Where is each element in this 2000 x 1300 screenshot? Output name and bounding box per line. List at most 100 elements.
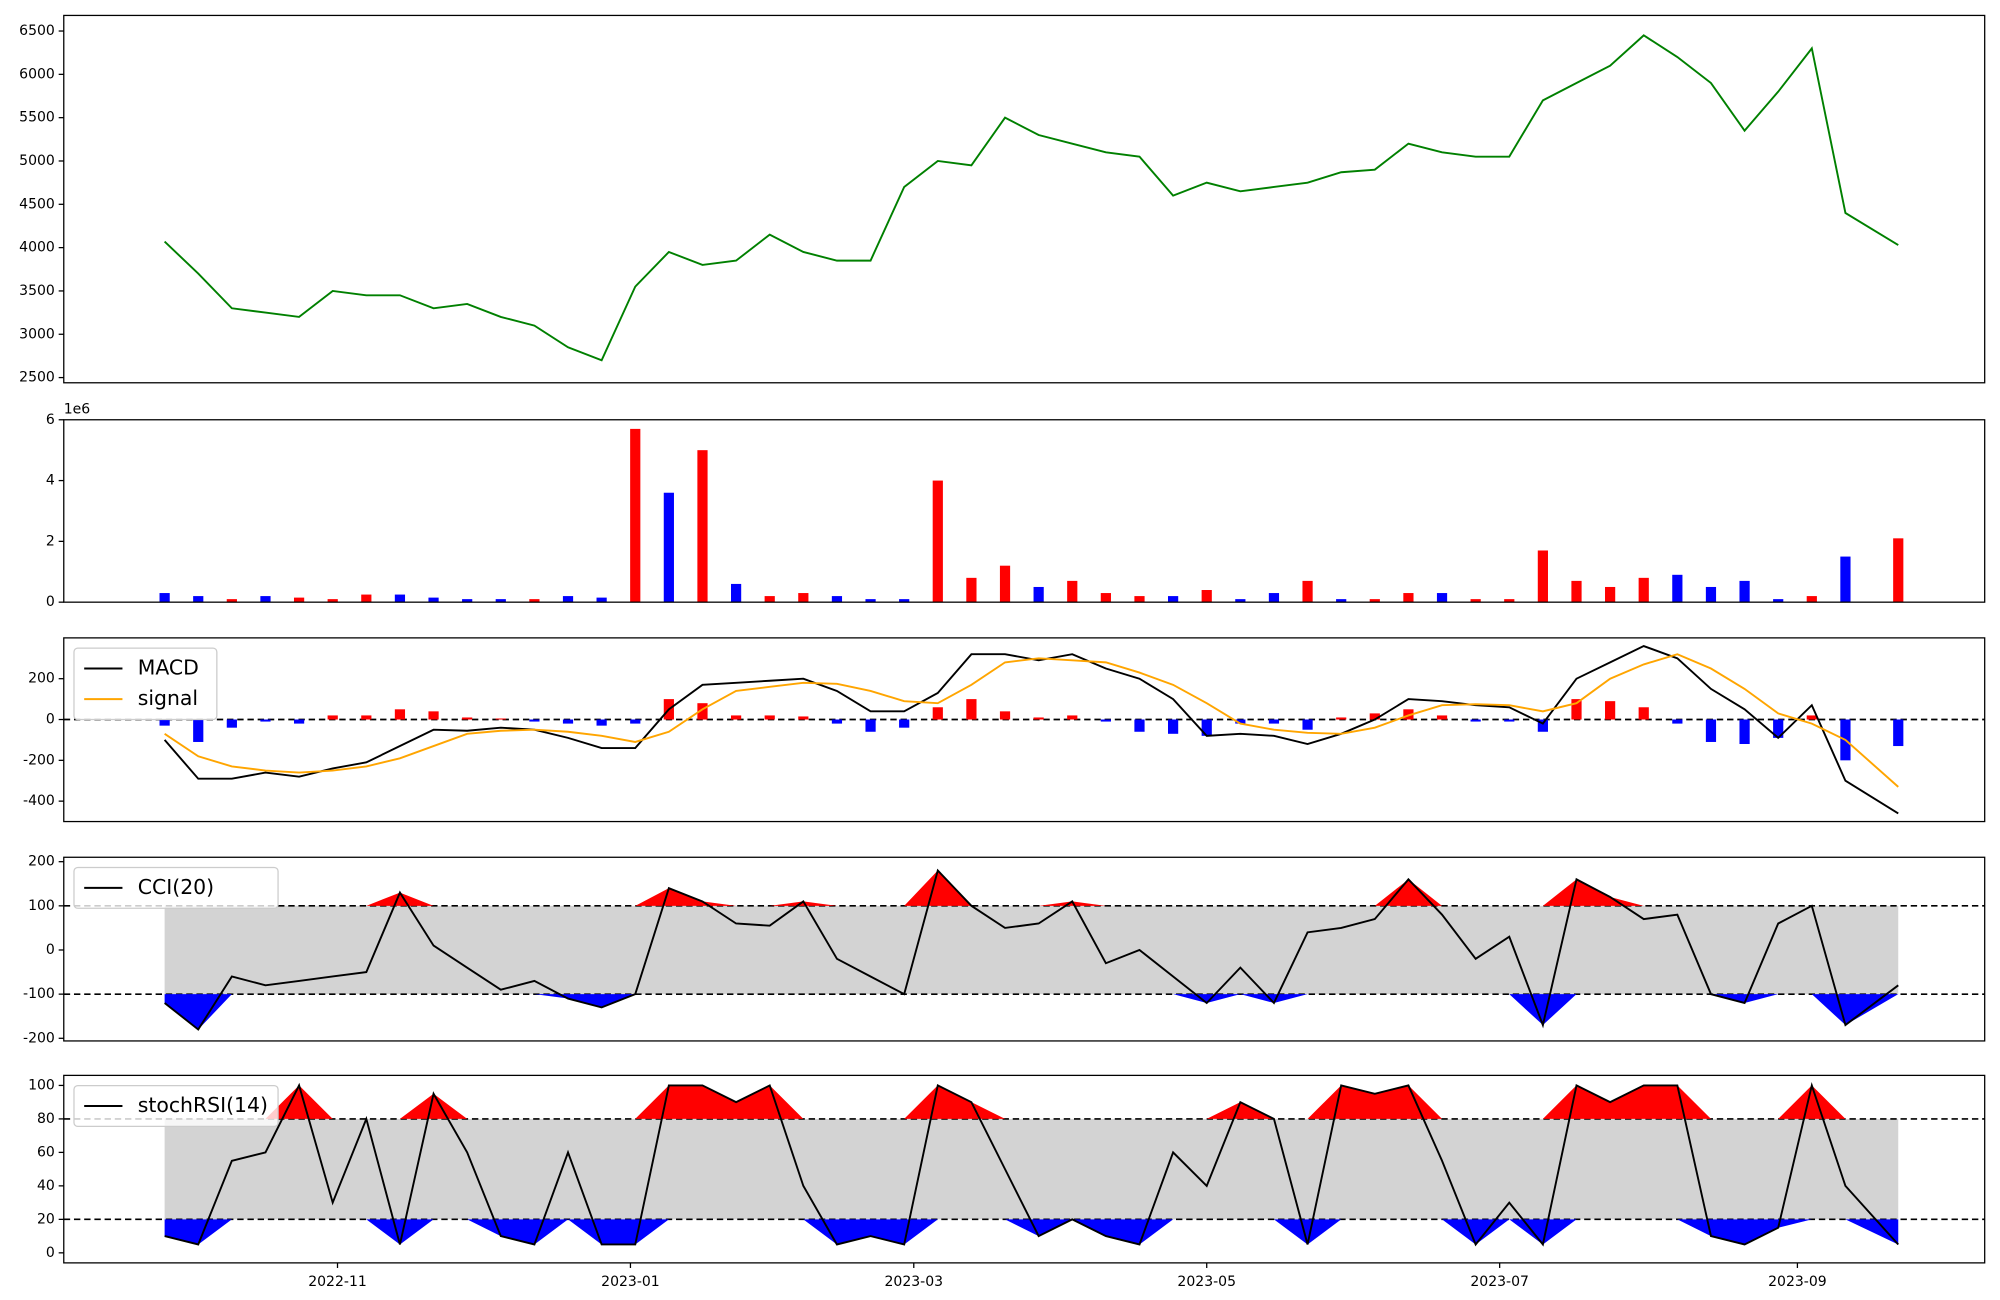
bar — [1033, 717, 1044, 720]
x-tick-label: 2023-07 — [1470, 1274, 1529, 1290]
axes-frame — [63, 637, 1986, 823]
bar — [1504, 719, 1515, 722]
x-tick-label: 2023-01 — [601, 1274, 660, 1290]
x-tick-label: 2023-05 — [1177, 1274, 1236, 1290]
bar — [1436, 715, 1448, 720]
axes-frame — [63, 14, 1986, 384]
bar — [730, 583, 742, 603]
bar — [630, 719, 641, 724]
bar — [966, 577, 977, 603]
bar — [730, 715, 742, 720]
bar — [999, 711, 1011, 720]
bar — [327, 599, 338, 603]
bar — [193, 719, 204, 742]
series-line — [164, 1081, 1899, 1247]
bar — [1893, 719, 1904, 747]
y-tick-label: 0 — [46, 942, 55, 958]
y-tick-label: 3000 — [19, 326, 55, 342]
bar — [1201, 590, 1212, 603]
bar — [1773, 599, 1784, 603]
bar — [495, 718, 506, 720]
bar — [1605, 586, 1616, 603]
legend-box — [73, 647, 218, 721]
bar — [899, 599, 910, 603]
axis-scale-label: 1e6 — [64, 402, 91, 418]
y-tick-label: -400 — [23, 793, 55, 809]
y-tick-label: 0 — [46, 1245, 55, 1261]
bar — [1168, 719, 1179, 734]
bar — [1537, 719, 1548, 732]
legend-label: stochRSI(14) — [138, 1093, 268, 1117]
bar — [1470, 599, 1481, 603]
bar — [596, 597, 607, 603]
bar — [1302, 580, 1313, 603]
bar — [764, 596, 775, 603]
bar — [428, 711, 439, 720]
y-tick-label: 200 — [28, 671, 55, 687]
bar — [1403, 709, 1414, 720]
bar — [193, 596, 204, 603]
bar — [529, 719, 540, 722]
bar — [361, 594, 372, 603]
neutral-band — [164, 905, 1899, 995]
series-line — [163, 645, 1899, 815]
y-tick-label: 60 — [37, 1144, 55, 1160]
bar — [260, 719, 271, 722]
y-tick-label: -100 — [23, 986, 55, 1002]
legend-label: MACD — [138, 655, 199, 679]
bar — [764, 715, 775, 720]
y-tick-label: 6000 — [19, 66, 55, 82]
bar — [327, 715, 338, 720]
y-tick-label: 100 — [28, 898, 55, 914]
bar — [999, 565, 1011, 603]
y-tick-label: 80 — [37, 1111, 55, 1127]
bar — [1739, 719, 1750, 745]
bar — [1067, 715, 1078, 720]
bar — [361, 715, 372, 720]
bar — [293, 597, 305, 603]
bar — [1571, 580, 1582, 603]
series-line — [164, 653, 1899, 788]
bar — [226, 599, 237, 603]
y-tick-label: 20 — [37, 1211, 55, 1227]
bar — [1504, 599, 1515, 603]
bar — [462, 599, 473, 603]
bar — [865, 599, 876, 603]
y-tick-label: 0 — [46, 594, 55, 610]
y-tick-label: 2500 — [19, 370, 55, 386]
y-tick-label: 4000 — [19, 240, 55, 256]
bar — [495, 599, 506, 603]
y-tick-label: 6 — [46, 412, 55, 428]
bar — [1571, 699, 1582, 720]
bar — [932, 707, 943, 720]
y-tick-label: 2 — [46, 533, 55, 549]
legend-label: CCI(20) — [138, 875, 214, 899]
overbought-fill — [164, 1085, 1899, 1119]
y-tick-label: -200 — [23, 1030, 55, 1046]
bar — [1268, 719, 1280, 724]
bar — [1773, 719, 1784, 738]
y-tick-label: 4500 — [19, 196, 55, 212]
y-tick-label: 5500 — [19, 110, 55, 126]
oversold-fill — [164, 994, 1899, 1030]
axes-frame — [63, 1074, 1986, 1264]
legend-label: signal — [138, 686, 198, 710]
bar — [798, 593, 809, 603]
bar — [394, 594, 406, 603]
bar — [1168, 596, 1179, 603]
overbought-fill — [164, 870, 1899, 906]
neutral-band — [164, 1118, 1899, 1220]
bar — [1235, 719, 1246, 724]
y-tick-label: -200 — [23, 752, 55, 768]
axes-frame — [63, 419, 1986, 603]
series-line — [164, 868, 1899, 1031]
y-tick-label: 5000 — [19, 153, 55, 169]
y-tick-label: 6500 — [19, 23, 55, 39]
bar — [1336, 717, 1347, 720]
bar — [1369, 599, 1380, 603]
y-tick-label: 200 — [28, 854, 55, 870]
bar — [596, 719, 607, 726]
bar — [697, 450, 708, 603]
